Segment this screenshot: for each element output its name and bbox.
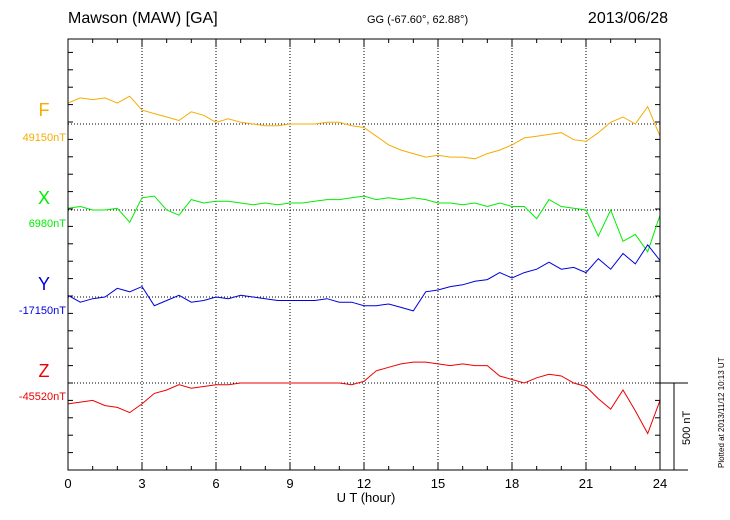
series-baseline-Y: -17150nT xyxy=(19,305,66,317)
series-baseline-F: 49150nT xyxy=(23,132,67,144)
series-line-Z xyxy=(67,361,661,435)
x-tick-label: 18 xyxy=(505,476,519,491)
series-line-F xyxy=(67,95,661,160)
x-axis-title: U T (hour) xyxy=(337,490,396,505)
label-layer: F 49150nT X 6980nT Y -17150nT Z -45520nT xyxy=(19,100,66,403)
series-label-Y: Y xyxy=(38,274,50,294)
x-tick-label: 24 xyxy=(653,476,667,491)
x-tick-label: 21 xyxy=(579,476,593,491)
series-line-Y xyxy=(67,243,661,312)
series-baseline-X: 6980nT xyxy=(29,218,67,230)
plot-frame xyxy=(67,38,661,471)
series-line-X xyxy=(67,195,661,253)
plotted-timestamp: Plotted at 2013/11/12 10:13 UT xyxy=(717,357,726,468)
x-tick-label: 6 xyxy=(212,476,219,491)
station-title: Mawson (MAW) [GA] xyxy=(68,10,218,27)
x-tick-label: 12 xyxy=(357,476,371,491)
series-layer xyxy=(67,95,661,435)
x-tick-label: 0 xyxy=(64,476,71,491)
x-tick-label: 15 xyxy=(431,476,445,491)
series-label-X: X xyxy=(38,188,50,208)
x-tick-label: 9 xyxy=(286,476,293,491)
date-label: 2013/06/28 xyxy=(587,10,668,27)
scale-bar-label: 500 nT xyxy=(681,410,693,445)
series-baseline-Z: -45520nT xyxy=(19,391,66,403)
series-label-Z: Z xyxy=(39,361,50,381)
x-tick-label: 3 xyxy=(138,476,145,491)
grid-layer xyxy=(68,39,660,470)
geographic-coordinates: GG (-67.60°, 62.88°) xyxy=(367,14,469,26)
series-label-F: F xyxy=(39,100,50,120)
axis-layer: 0 3 6 9 12 15 18 21 24 xyxy=(64,39,667,491)
